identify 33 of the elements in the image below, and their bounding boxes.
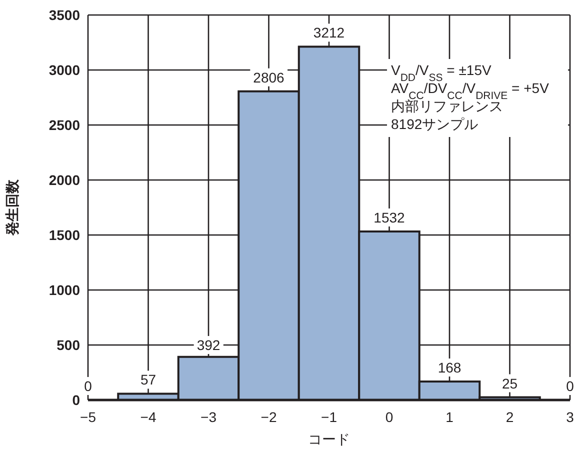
data-label: 57 xyxy=(140,372,156,388)
data-label: 1532 xyxy=(374,209,406,226)
y-tick-label: 2500 xyxy=(48,117,80,133)
x-tick-label: −1 xyxy=(321,409,338,425)
data-label: 25 xyxy=(502,375,518,392)
annotation: 内部リファレンス xyxy=(391,98,503,114)
y-tick-label: 1000 xyxy=(48,282,80,298)
x-tick-label: 2 xyxy=(506,409,514,425)
data-label: 0 xyxy=(566,378,574,394)
annotation: V$_{DD}$/V$_{SS}$ = ±15V xyxy=(391,62,492,84)
y-tick-label: 2000 xyxy=(48,172,80,188)
x-axis-title: コード xyxy=(308,431,350,447)
x-tick-label: −2 xyxy=(260,409,277,425)
data-label: 392 xyxy=(196,337,220,353)
data-label: 3212 xyxy=(313,24,345,41)
annotation: 8192サンプル xyxy=(391,116,478,132)
data-label: 2806 xyxy=(253,69,285,86)
y-tick-label: 3000 xyxy=(48,62,80,78)
data-label: 168 xyxy=(438,360,462,376)
x-tick-label: 0 xyxy=(385,409,394,425)
y-tick-label: 1500 xyxy=(48,227,80,243)
label: 2806 xyxy=(250,68,288,86)
y-tick-label: 3500 xyxy=(48,7,80,23)
y-axis-title: 発生回数 xyxy=(4,178,20,236)
y-tick-label: 0 xyxy=(72,392,80,408)
x-tick-label: 3 xyxy=(566,409,574,425)
x-tick-label: −4 xyxy=(140,409,156,425)
data-label: 0 xyxy=(84,378,92,394)
x-tick-label: 1 xyxy=(446,409,454,425)
x-tick-label: −5 xyxy=(80,409,96,425)
label: 392 xyxy=(194,336,224,354)
y-tick-label: 500 xyxy=(56,337,80,353)
x-tick-label: −3 xyxy=(200,409,217,425)
